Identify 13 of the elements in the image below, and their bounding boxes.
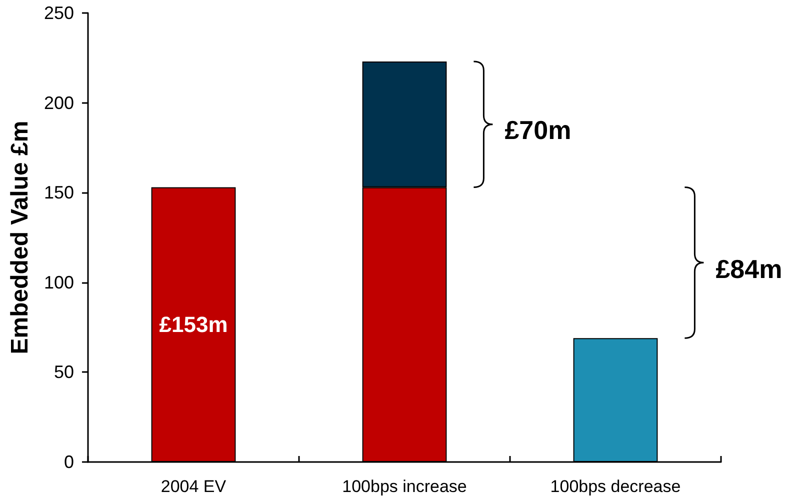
annotation: £84m <box>716 254 782 284</box>
y-tick-label: 0 <box>64 452 74 472</box>
y-axis-title: Embedded Value £m <box>6 120 34 354</box>
data-label: £153m <box>159 312 228 338</box>
y-tick-label: 50 <box>54 362 74 382</box>
y-tick-label: 200 <box>44 92 74 113</box>
x-tick-label: 100bps increase <box>342 477 467 496</box>
x-tick-label: 100bps decrease <box>550 477 681 496</box>
annotation: £70m <box>504 115 572 146</box>
y-tick-label: 100 <box>44 272 74 292</box>
y-tick-label: 150 <box>44 182 74 203</box>
y-tick-label: 250 <box>44 3 74 23</box>
x-tick-label: 2004 EV <box>160 477 227 496</box>
